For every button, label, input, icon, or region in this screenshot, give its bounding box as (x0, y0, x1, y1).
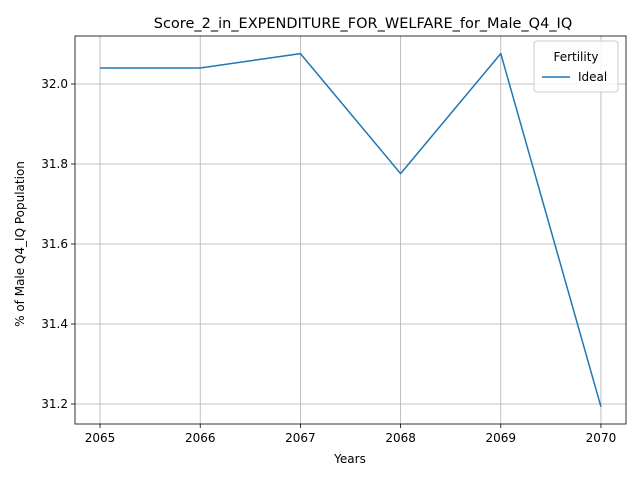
chart-title: Score_2_in_EXPENDITURE_FOR_WELFARE_for_M… (154, 16, 572, 32)
x-axis-label: Years (333, 452, 366, 466)
y-tick-label: 32.0 (41, 77, 68, 91)
y-tick-label: 31.6 (41, 237, 68, 251)
axes-frame (74, 35, 627, 425)
x-tick-label: 2067 (285, 431, 316, 445)
y-axis-ticks: 31.2 31.4 31.6 31.8 32.0 (41, 77, 75, 411)
x-tick-label: 2065 (85, 431, 116, 445)
y-tick-label: 31.2 (41, 397, 68, 411)
legend-title: Fertility (553, 50, 598, 64)
x-tick-label: 2068 (385, 431, 416, 445)
y-tick-label: 31.4 (41, 317, 68, 331)
legend: Fertility Ideal (533, 40, 619, 93)
x-tick-label: 2069 (485, 431, 516, 445)
x-tick-label: 2070 (586, 431, 617, 445)
series-layer (100, 52, 602, 408)
x-tick-label: 2066 (185, 431, 216, 445)
series-line-ideal (100, 52, 602, 408)
legend-box (533, 40, 619, 93)
y-tick-label: 31.8 (41, 157, 68, 171)
y-axis-label: % of Male Q4_IQ Population (13, 161, 27, 327)
plot-area (75, 36, 626, 424)
legend-entry-label: Ideal (578, 70, 607, 84)
x-axis-ticks: 2065 2066 2067 2068 2069 2070 (85, 424, 616, 445)
